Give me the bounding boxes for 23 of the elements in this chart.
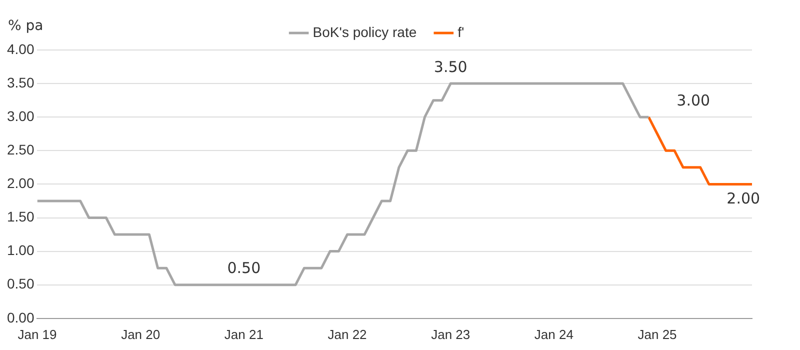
y-tick-label: 4.00 xyxy=(7,40,34,57)
annotation: 2.00 xyxy=(726,190,760,208)
y-tick-label: 2.00 xyxy=(7,175,34,192)
x-tick-label: Jan 25 xyxy=(638,326,677,342)
legend-label: f' xyxy=(458,24,464,40)
y-tick-label: 3.00 xyxy=(7,108,34,124)
y-tick-label: 1.00 xyxy=(7,242,34,258)
x-tick-label: Jan 20 xyxy=(121,326,160,342)
y-tick-label: 1.50 xyxy=(7,208,34,225)
annotation: 3.00 xyxy=(676,91,710,110)
x-tick-label: Jan 24 xyxy=(534,326,574,342)
x-tick-label: Jan 23 xyxy=(431,326,470,342)
y-tick-label: 3.50 xyxy=(7,74,34,90)
y-axis-title: % pa xyxy=(8,18,44,34)
x-tick-label: Jan 19 xyxy=(18,326,57,342)
annotation: 0.50 xyxy=(227,259,261,278)
legend-label: BoK's policy rate xyxy=(312,24,417,40)
y-tick-label: 2.50 xyxy=(7,142,34,158)
y-tick-label: 0.00 xyxy=(7,309,34,326)
x-tick-label: Jan 22 xyxy=(328,326,367,342)
x-tick-label: Jan 21 xyxy=(224,326,264,342)
y-tick-label: 0.50 xyxy=(7,276,34,292)
annotation: 3.50 xyxy=(434,58,468,76)
